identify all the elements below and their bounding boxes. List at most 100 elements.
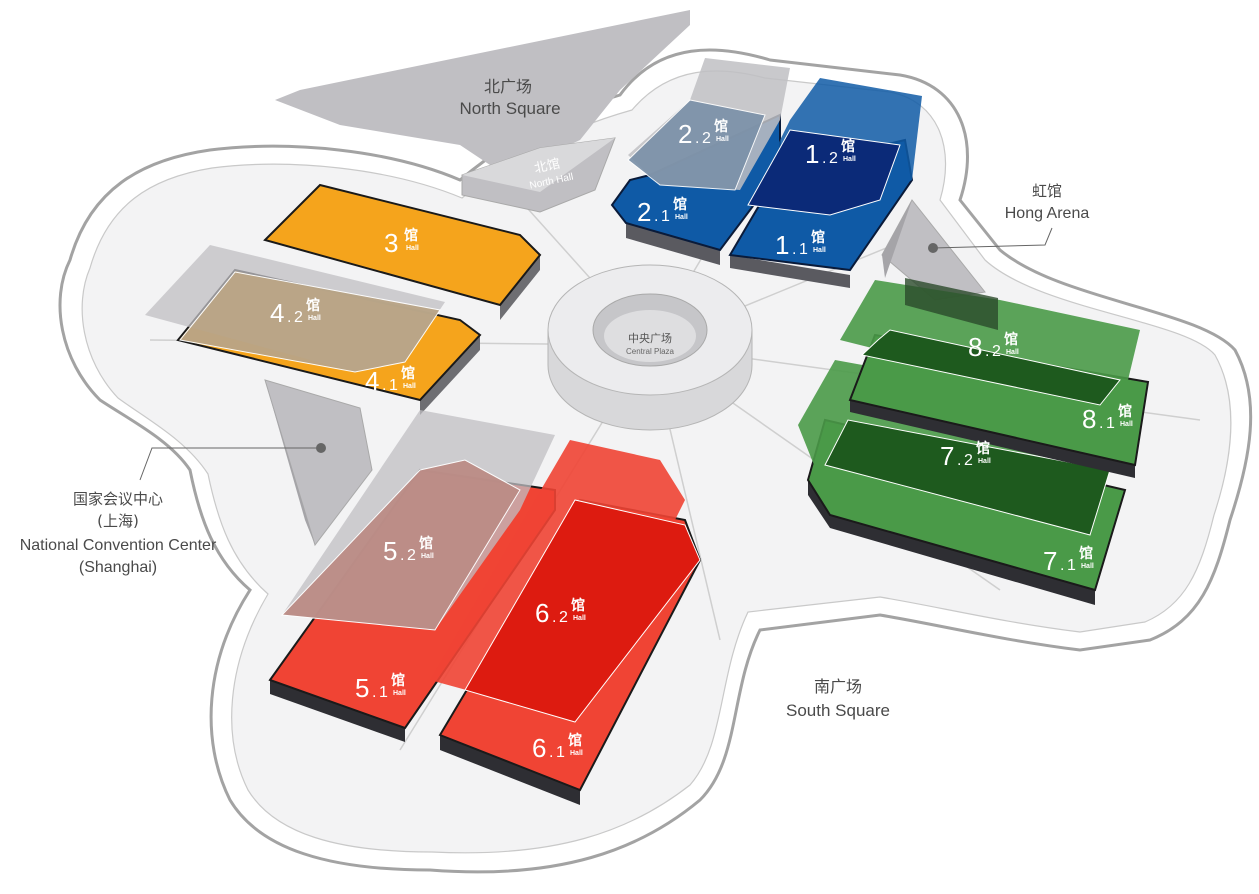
hall-6-2[interactable] xyxy=(430,440,701,723)
north-square-cn: 北广场 xyxy=(484,77,532,96)
svg-text:.: . xyxy=(792,241,796,258)
hall-3[interactable] xyxy=(263,183,542,320)
hall-8-2-cn: 馆 xyxy=(1004,331,1018,348)
hall-2-2-en: Hall xyxy=(716,136,729,143)
hall-8-2-en: Hall xyxy=(1006,349,1019,356)
svg-text:.: . xyxy=(400,547,404,564)
svg-text:.: . xyxy=(957,452,961,469)
hall-1-2-sub: 2 xyxy=(829,150,838,167)
hall-2-1-num: 2 xyxy=(637,197,651,227)
hall-8-2[interactable] xyxy=(840,278,1140,406)
label-hall-1-1: 1 . 1 馆 Hall xyxy=(775,229,826,260)
hall-6-1-en: Hall xyxy=(570,750,583,757)
hall-1-2-cn: 馆 xyxy=(841,138,855,155)
hall-1-1-en: Hall xyxy=(813,247,826,254)
hall-7-1-num: 7 xyxy=(1043,546,1057,576)
hall-7-2-num: 7 xyxy=(940,441,954,471)
hall-1-1-sub: 1 xyxy=(799,241,808,258)
north-hall-cn: 北馆 xyxy=(533,157,562,177)
hall-5-1-num: 5 xyxy=(355,673,369,703)
label-hall-8-1: 8 . 1 馆 Hall xyxy=(1082,403,1133,434)
label-hall-6-2: 6 . 2 馆 Hall xyxy=(535,597,586,628)
label-hall-4-1: 4 . 1 馆 Hall xyxy=(365,365,416,396)
hall-6-1-num: 6 xyxy=(532,733,546,763)
hall-8-1-en: Hall xyxy=(1120,421,1133,428)
label-hall-6-1: 6 . 1 馆 Hall xyxy=(532,732,583,763)
hall-2-1-sub: 1 xyxy=(661,208,670,225)
hall-8-2-sub: 2 xyxy=(992,343,1001,360)
svg-text:.: . xyxy=(654,208,658,225)
hall-5-2-sub: 2 xyxy=(407,547,416,564)
hall-1-1-num: 1 xyxy=(775,230,789,260)
hall-4-2[interactable] xyxy=(145,245,445,373)
hall-1-2-en: Hall xyxy=(843,156,856,163)
north-square-area xyxy=(275,10,690,175)
hall-7-2-en: Hall xyxy=(978,458,991,465)
hong-arena-cn: 虹馆 xyxy=(1032,182,1062,200)
hall-3-num: 3 xyxy=(384,228,398,258)
svg-text:.: . xyxy=(287,309,291,326)
ncc-cn2: (上海) xyxy=(97,512,139,530)
svg-text:.: . xyxy=(372,684,376,701)
hall-5-2-cn: 馆 xyxy=(419,535,433,552)
south-square-label: 南广场 South Square xyxy=(786,677,890,720)
hong-arena-en: Hong Arena xyxy=(1005,205,1090,222)
hall-6-1-sub: 1 xyxy=(556,744,565,761)
ncc-en: National Convention Center xyxy=(20,537,217,554)
label-hall-5-1: 5 . 1 馆 Hall xyxy=(355,672,406,703)
hall-6-2-sub: 2 xyxy=(559,609,568,626)
hall-6-2-cn: 馆 xyxy=(571,597,585,614)
svg-text:.: . xyxy=(1060,557,1064,574)
svg-text:.: . xyxy=(552,609,556,626)
hall-8-1-cn: 馆 xyxy=(1118,403,1132,420)
hall-5-2[interactable] xyxy=(280,410,555,631)
svg-text:.: . xyxy=(695,130,699,147)
hall-5-2-en: Hall xyxy=(421,553,434,560)
label-hall-5-2: 5 . 2 馆 Hall xyxy=(383,535,434,566)
hall-5-1-cn: 馆 xyxy=(391,672,405,689)
north-hall[interactable]: 北馆 North Hall xyxy=(461,137,616,213)
hall-1-2[interactable] xyxy=(747,78,922,216)
hall-5-1-en: Hall xyxy=(393,690,406,697)
hall-2-1-en: Hall xyxy=(675,214,688,221)
hall-4-2-en: Hall xyxy=(308,315,321,322)
hall-6-2-en: Hall xyxy=(573,615,586,622)
central-plaza[interactable]: 中央广场 Central Plaza xyxy=(547,264,753,431)
north-square-label: 北广场 North Square xyxy=(459,77,560,118)
hall-3-cn: 馆 xyxy=(404,227,418,244)
label-hall-4-2: 4 . 2 馆 Hall xyxy=(270,297,321,328)
north-square-en: North Square xyxy=(459,99,560,118)
central-plaza-en: Central Plaza xyxy=(626,347,675,356)
hall-1-1-cn: 馆 xyxy=(811,229,825,246)
hall-8-2-num: 8 xyxy=(968,332,982,362)
ncc-cn: 国家会议中心 xyxy=(73,490,163,508)
hall-4-2-num: 4 xyxy=(270,298,284,328)
hall-7-2-sub: 2 xyxy=(964,452,973,469)
hall-7-1-sub: 1 xyxy=(1067,557,1076,574)
hall-2-2[interactable] xyxy=(627,58,790,191)
hall-5-2-num: 5 xyxy=(383,536,397,566)
label-hall-8-2: 8 . 2 馆 Hall xyxy=(968,331,1019,362)
hall-8-1-num: 8 xyxy=(1082,404,1096,434)
label-hall-3: 3 馆 Hall xyxy=(384,227,419,258)
hall-8-1-sub: 1 xyxy=(1106,415,1115,432)
hall-1-2-num: 1 xyxy=(805,139,819,169)
ncc-label: 国家会议中心 (上海) National Convention Center (… xyxy=(20,490,217,576)
central-plaza-cn: 中央广场 xyxy=(628,331,672,345)
label-hall-7-1: 7 . 1 馆 Hall xyxy=(1043,545,1094,576)
hall-2-2-sub: 2 xyxy=(702,130,711,147)
hall-7-2-cn: 馆 xyxy=(976,440,990,457)
south-square-cn: 南广场 xyxy=(814,677,862,696)
svg-text:.: . xyxy=(549,744,553,761)
hall-2-1-cn: 馆 xyxy=(673,196,687,213)
hall-7-1-cn: 馆 xyxy=(1079,545,1093,562)
hall-2-2-num: 2 xyxy=(678,119,692,149)
hong-arena[interactable] xyxy=(881,199,1053,301)
ncc-wedge[interactable] xyxy=(139,379,373,547)
hall-4-1-en: Hall xyxy=(403,383,416,390)
south-square-en: South Square xyxy=(786,701,890,720)
hall-4-2-sub: 2 xyxy=(294,309,303,326)
hall-6-1-cn: 馆 xyxy=(568,732,582,749)
ncc-en2: (Shanghai) xyxy=(79,559,157,576)
